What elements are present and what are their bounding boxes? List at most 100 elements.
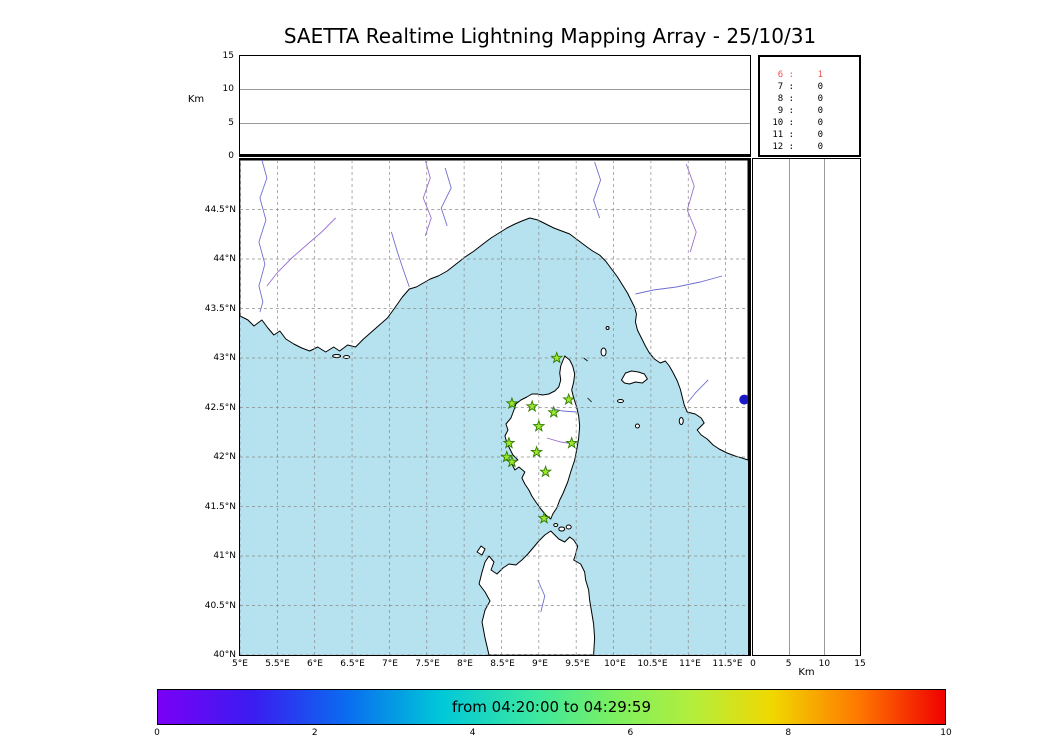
pianosa-island xyxy=(617,399,624,403)
lon-tick-label: 10.5°E xyxy=(637,659,668,669)
map-canvas xyxy=(240,160,748,655)
alt-ytick-label: 0 xyxy=(228,151,234,161)
figure-title: SAETTA Realtime Lightning Mapping Array … xyxy=(283,24,817,48)
hist-xtick-label: 0 xyxy=(750,659,756,669)
lon-tick-label: 6°E xyxy=(307,659,323,669)
lon-tick-label: 5°E xyxy=(232,659,248,669)
lma-station-star-marker xyxy=(505,396,519,410)
river xyxy=(440,167,452,227)
lon-tick-label: 5.5°E xyxy=(265,659,290,669)
count-row-value: 0 xyxy=(817,142,823,152)
lat-tick-label: 41°N xyxy=(213,551,236,561)
lat-tick-label: 43.5°N xyxy=(204,303,236,314)
lat-tick-label: 43°N xyxy=(213,353,236,363)
count-row-value: 0 xyxy=(817,94,823,104)
capraia-island xyxy=(600,347,607,357)
lon-tick-label: 9°E xyxy=(532,659,548,669)
count-row: 12 : 0 xyxy=(770,142,823,153)
river xyxy=(635,275,723,295)
hist-gridline xyxy=(788,159,790,655)
lma-station-star-marker xyxy=(565,436,579,449)
station-markers xyxy=(500,351,748,524)
lat-tick-label: 42.5°N xyxy=(204,402,236,413)
colorbar-tick-label: 2 xyxy=(311,728,318,738)
river xyxy=(685,163,697,253)
source-count-panel: 6 : 1 7 : 0 8 : 0 9 : 0 10 : 0 11 : 0 12 : 0 xyxy=(758,55,861,157)
hist-xtick-label: 10 xyxy=(818,659,831,669)
lat-tick-label: 44.5°N xyxy=(204,204,236,215)
altitude-time-panel xyxy=(239,55,751,157)
river xyxy=(422,160,432,237)
colorbar-tick-label: 0 xyxy=(154,728,160,738)
lat-tick-label: 40°N xyxy=(213,650,236,660)
river xyxy=(593,161,602,219)
lon-tick-label: 9.5°E xyxy=(565,659,590,669)
alt-ytick-label: 15 xyxy=(222,51,234,61)
islets xyxy=(583,357,592,403)
alt-panel-ylabel: Km xyxy=(187,94,205,105)
lat-tick-label: 44°N xyxy=(213,254,236,264)
alt-ytick-label: 10 xyxy=(222,84,234,95)
lat-tick-label: 40.5°N xyxy=(204,600,236,611)
count-row: 6 : 1 xyxy=(770,70,823,81)
river xyxy=(258,160,268,313)
lon-tick-label: 11°E xyxy=(679,659,701,669)
map-gridlines xyxy=(240,160,748,655)
count-row-bin: 11 : xyxy=(772,130,794,140)
count-row-value: 0 xyxy=(817,82,823,92)
corsica-island xyxy=(504,355,581,520)
lat-tick-label: 41.5°N xyxy=(204,501,236,512)
lightning-source-marker xyxy=(739,394,748,405)
hyeres-island xyxy=(332,354,342,358)
river xyxy=(686,379,709,404)
map-panel xyxy=(239,158,751,656)
river xyxy=(390,231,410,288)
count-row-value: 0 xyxy=(817,106,823,116)
count-row: 11 : 0 xyxy=(770,130,823,141)
hist-gridline xyxy=(824,159,826,655)
lon-tick-label: 7.5°E xyxy=(415,659,440,669)
maddalena-island xyxy=(553,523,559,527)
lon-tick-label: 8.5°E xyxy=(490,659,515,669)
lma-station-star-marker xyxy=(505,455,519,468)
count-row-bin: 8 : xyxy=(777,94,794,104)
river xyxy=(537,579,546,613)
hist-xtick-label: 15 xyxy=(854,659,866,669)
colorbar-gradient xyxy=(158,690,945,724)
count-row: 9 : 0 xyxy=(770,106,823,117)
lon-tick-label: 8°E xyxy=(457,659,473,669)
lma-station-star-marker xyxy=(525,399,539,413)
count-row-value: 0 xyxy=(817,130,823,140)
count-row: 8 : 0 xyxy=(770,94,823,105)
alt-gridline xyxy=(240,122,750,124)
colorbar-tick-label: 10 xyxy=(940,728,952,738)
lma-station-star-marker xyxy=(502,436,516,449)
elba-island xyxy=(621,370,648,385)
lma-station-star-marker xyxy=(538,464,553,478)
lma-station-star-marker xyxy=(562,392,576,406)
lon-tick-label: 6.5°E xyxy=(340,659,365,669)
lma-station-star-marker xyxy=(530,445,544,458)
lma-station-star-marker xyxy=(500,450,514,463)
count-row-value: 0 xyxy=(817,118,823,128)
lma-station-star-marker xyxy=(550,351,564,364)
lma-station-star-marker xyxy=(547,405,561,419)
colorbar-tick-label: 4 xyxy=(469,728,476,738)
count-row: 7 : 0 xyxy=(770,82,823,93)
hist-panel-xlabel: Km xyxy=(798,667,815,678)
asinara-island xyxy=(476,545,486,556)
rivers xyxy=(258,160,723,613)
count-row-bin: 12 : xyxy=(772,142,794,152)
lon-tick-label: 7°E xyxy=(382,659,398,669)
lon-tick-label: 11.5°E xyxy=(712,659,743,669)
giglio-island xyxy=(678,417,684,425)
count-row-bin: 6 : xyxy=(777,70,794,80)
river xyxy=(266,217,336,287)
landmasses xyxy=(240,160,748,655)
colorbar-tick-label: 8 xyxy=(785,728,792,738)
sardinia-island xyxy=(478,530,596,655)
montecristo-island xyxy=(634,423,640,429)
colorbar-tick-label: 6 xyxy=(627,728,634,738)
hist-xtick-label: 5 xyxy=(785,659,792,669)
alt-ytick-label: 5 xyxy=(228,117,234,128)
